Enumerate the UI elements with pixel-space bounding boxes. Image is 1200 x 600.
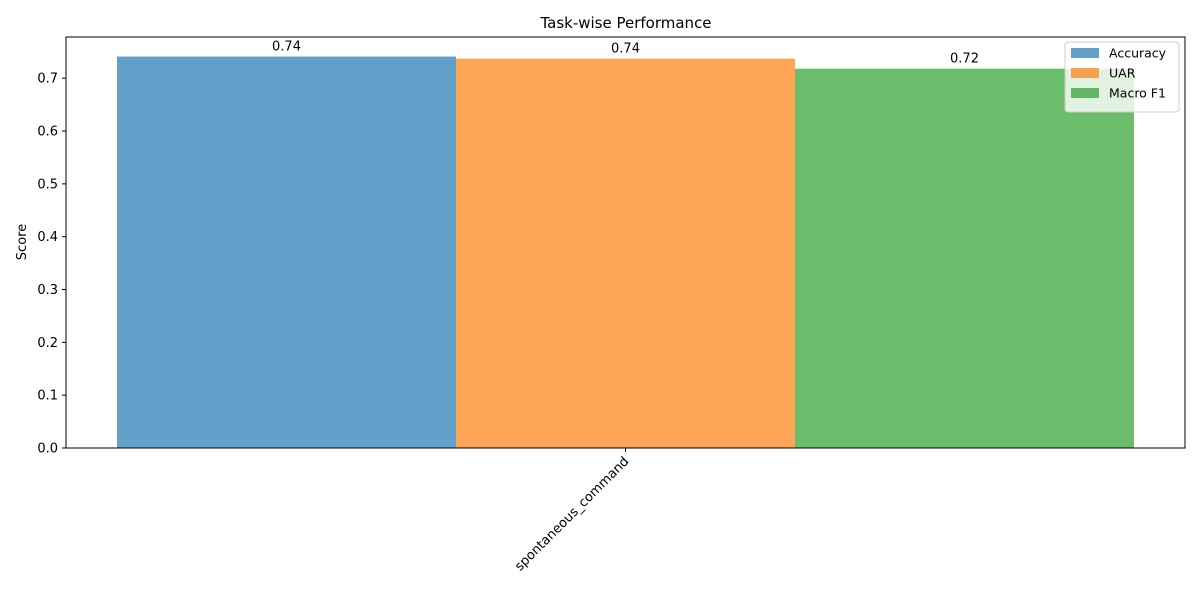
y-tick-label: 0.0 (37, 442, 58, 457)
bar-value-label: 0.74 (272, 40, 301, 55)
y-tick-label: 0.4 (37, 230, 58, 245)
legend-swatch (1071, 88, 1099, 98)
plot-frame (65, 36, 1186, 449)
y-tick-label: 0.3 (37, 283, 58, 298)
bar-macro-f1 (795, 68, 1134, 448)
y-tick-label: 0.6 (37, 125, 58, 140)
legend: Accuracy UAR Macro F1 (1064, 41, 1180, 113)
bar-value-label: 0.74 (611, 42, 640, 57)
legend-swatch (1071, 68, 1099, 78)
y-axis-title: Score (15, 224, 30, 260)
legend-entry: Macro F1 (1109, 86, 1166, 101)
bar-labels-layer: 0.74 0.74 0.72 (272, 40, 979, 67)
chart-title: Task-wise Performance (539, 14, 711, 32)
bar-value-label: 0.72 (950, 52, 979, 67)
bar-uar (456, 58, 795, 448)
x-axis: spontaneous_command (512, 448, 632, 574)
bar-accuracy (117, 56, 456, 449)
bars-layer (117, 56, 1134, 449)
legend-swatch (1071, 48, 1099, 58)
y-tick-label: 0.5 (37, 177, 58, 192)
x-tick-label: spontaneous_command (512, 454, 632, 574)
legend-entry: Accuracy (1109, 46, 1167, 61)
y-tick-label: 0.2 (37, 336, 58, 351)
y-tick-label: 0.7 (37, 72, 58, 87)
y-tick-label: 0.1 (37, 389, 58, 404)
legend-entry: UAR (1109, 66, 1136, 81)
y-axis: 0.0 0.1 0.2 0.3 0.4 0.5 0.6 0.7 (37, 72, 66, 457)
